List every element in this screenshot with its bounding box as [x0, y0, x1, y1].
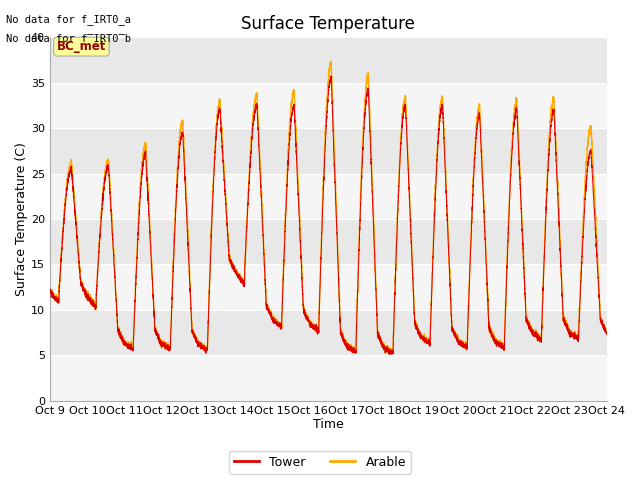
Bar [50, 355, 607, 401]
Bar [50, 310, 607, 355]
Text: No data for f_IRT0_a: No data for f_IRT0_a [6, 14, 131, 25]
Text: No data for f̅IRT0̅b: No data for f̅IRT0̅b [6, 34, 131, 44]
Bar [50, 264, 607, 310]
Bar [50, 128, 607, 174]
Text: BC_met: BC_met [57, 40, 106, 53]
Bar [50, 37, 607, 83]
Y-axis label: Surface Temperature (C): Surface Temperature (C) [15, 142, 28, 296]
X-axis label: Time: Time [313, 419, 344, 432]
Title: Surface Temperature: Surface Temperature [241, 15, 415, 33]
Bar [50, 219, 607, 264]
Bar [50, 83, 607, 128]
Legend: Tower, Arable: Tower, Arable [229, 451, 411, 474]
Bar [50, 174, 607, 219]
